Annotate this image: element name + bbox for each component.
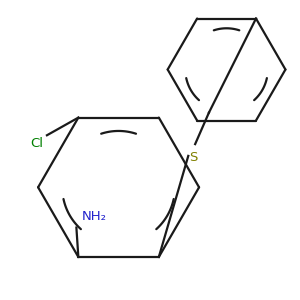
Text: Cl: Cl [30, 137, 43, 150]
Text: NH₂: NH₂ [81, 210, 106, 223]
Text: S: S [189, 152, 197, 164]
